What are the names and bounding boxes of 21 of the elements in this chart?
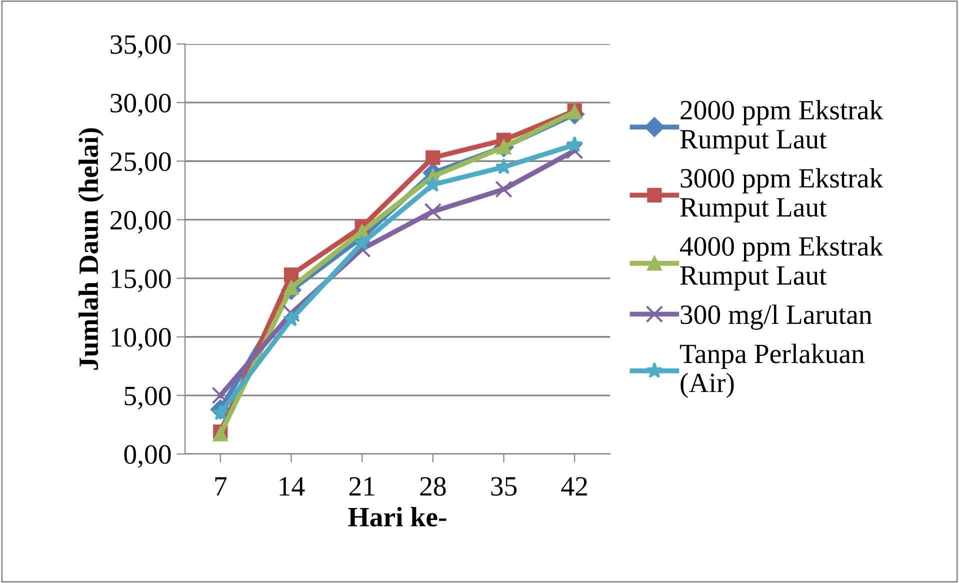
y-tick-label: 30,00 xyxy=(110,94,171,116)
x-tick-label: 35 xyxy=(491,477,517,496)
x-tick-label: 14 xyxy=(280,477,305,496)
x-tick-label: 21 xyxy=(349,477,374,496)
legend-label: 2000 ppm Ekstrak Rumput Laut xyxy=(680,100,884,154)
legend-label: 3000 ppm Ekstrak Rumput Laut xyxy=(680,168,884,222)
y-tick-label: 0,00 xyxy=(124,445,171,468)
y-tick-label: 5,00 xyxy=(124,386,171,410)
x-tick-label: 42 xyxy=(561,477,587,496)
x-axis-title: Hari ke- xyxy=(348,506,446,527)
legend-label: 4000 ppm Ekstrak Rumput Laut xyxy=(680,236,884,291)
x-tick-label: 7 xyxy=(215,477,227,496)
y-tick-label: 15,00 xyxy=(112,269,171,292)
y-tick-label: 20,00 xyxy=(110,210,171,234)
y-axis-title: Jumlah Daun (helai) xyxy=(78,128,104,370)
legend-label: 300 mg/l Larutan xyxy=(680,304,872,330)
legend-label: Tanpa Perlakuan (Air) xyxy=(680,344,864,398)
y-tick-label: 10,00 xyxy=(112,328,171,351)
y-tick-label: 25,00 xyxy=(110,152,171,176)
x-tick-label: 28 xyxy=(420,477,446,496)
y-tick-label: 35,00 xyxy=(110,35,171,58)
